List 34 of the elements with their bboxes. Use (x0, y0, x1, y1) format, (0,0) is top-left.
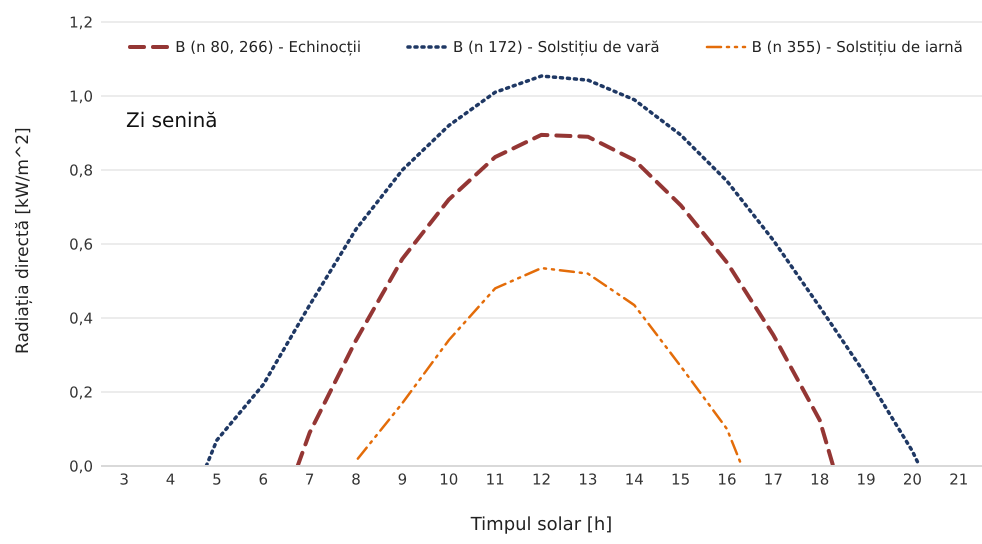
x-tick-label: 20 (902, 470, 922, 489)
x-tick-label: 21 (949, 470, 968, 489)
x-tick-label: 15 (671, 470, 690, 489)
x-tick-label: 6 (258, 470, 268, 489)
x-tick-label: 4 (166, 470, 176, 489)
legend-label: B (n 80, 266) - Echinocții (175, 38, 361, 56)
legend-label: B (n 172) - Solstițiu de vară (453, 38, 660, 56)
x-tick-label: 8 (351, 470, 361, 489)
x-axis-title: Timpul solar [h] (470, 514, 612, 535)
x-tick-label: 18 (810, 470, 830, 489)
x-tick-label: 10 (439, 470, 458, 489)
y-tick-label: 1,0 (69, 87, 93, 106)
line-series (296, 132, 836, 466)
y-tick-label: 0,8 (69, 161, 93, 180)
y-tick-label: 0,0 (69, 457, 93, 476)
y-tick-label: 0,4 (69, 309, 93, 328)
y-axis-title: Radiația directă [kW/m^2] (13, 127, 34, 354)
x-tick-label: 16 (717, 470, 737, 489)
x-tick-label: 14 (624, 470, 644, 489)
x-tick-label: 12 (532, 470, 552, 489)
x-tick-label: 19 (856, 470, 876, 489)
x-tick-label: 17 (764, 470, 783, 489)
line-series (356, 266, 744, 466)
legend-label: B (n 355) - Solstițiu de iarnă (752, 38, 963, 56)
y-tick-label: 1,2 (69, 13, 93, 32)
y-tick-label: 0,2 (69, 383, 93, 402)
x-tick-label: 5 (212, 470, 222, 489)
x-tick-label: 9 (398, 470, 408, 489)
x-tick-label: 13 (578, 470, 598, 489)
x-tick-label: 11 (486, 470, 505, 489)
y-tick-label: 0,6 (69, 235, 93, 254)
annotation: Zi senină (126, 108, 218, 132)
x-tick-label: 7 (304, 470, 314, 489)
x-tick-label: 3 (119, 470, 129, 489)
